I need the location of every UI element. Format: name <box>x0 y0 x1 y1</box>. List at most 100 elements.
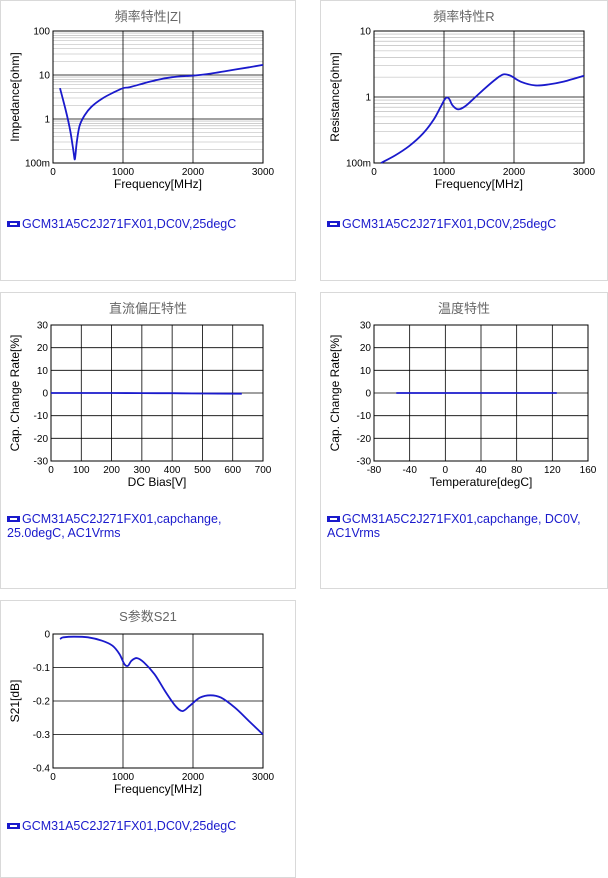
legend-label: GCM31A5C2J271FX01,DC0V,25degC <box>22 217 237 231</box>
y-tick-label: 1 <box>44 115 50 126</box>
y-tick-label: -20 <box>357 434 372 445</box>
x-tick-label: 3000 <box>573 167 596 178</box>
y-tick-label: -0.4 <box>33 764 51 775</box>
series-line <box>50 392 242 395</box>
y-tick-label: 20 <box>360 343 372 354</box>
chart-title: 温度特性 <box>437 301 490 316</box>
y-tick-label: -0.3 <box>33 730 51 741</box>
chart-legend[interactable]: GCM31A5C2J271FX01,capchange, DC0V, AC1Vr… <box>327 512 581 540</box>
y-tick-label: 0 <box>365 389 371 400</box>
legend-label: GCM31A5C2J271FX01,capchange, DC0V, <box>342 512 581 526</box>
x-tick-label: 1000 <box>112 167 135 178</box>
x-tick-label: 3000 <box>252 167 275 178</box>
y-axis-label: Resistance[ohm] <box>328 52 342 141</box>
x-tick-label: 2000 <box>182 167 205 178</box>
y-tick-label: -30 <box>357 457 372 468</box>
chart-legend[interactable]: GCM31A5C2J271FX01,DC0V,25degC <box>327 217 556 231</box>
x-tick-label: 1000 <box>433 167 456 178</box>
legend-swatch-icon <box>7 220 20 227</box>
x-tick-label: 100 <box>73 465 90 476</box>
x-axis-label: Temperature[degC] <box>430 475 533 489</box>
x-tick-label: 2000 <box>503 167 526 178</box>
y-tick-label: -0.1 <box>33 663 51 674</box>
x-tick-label: 120 <box>544 465 561 476</box>
temperature-chart: -80 -40 0 40 80 120 160 -30 -20 -10 0 10 20 30 Tempera… <box>328 321 597 490</box>
y-tick-label: 100 <box>33 27 50 38</box>
x-tick-label: 0 <box>443 465 449 476</box>
resistance-chart: 0 1000 2000 3000 100m 1 10 Frequency[MHz] Resist… <box>328 27 596 192</box>
legend-swatch-icon <box>327 515 340 522</box>
legend-swatch-icon <box>7 515 20 522</box>
chart-title: 直流偏圧特性 <box>108 301 187 316</box>
y-tick-label: 10 <box>37 366 49 377</box>
x-tick-label: 300 <box>134 465 151 476</box>
impedance-chart: 0 1000 2000 3000 100m 1 10 100 Frequency[MHz] Imp… <box>8 27 275 192</box>
x-tick-label: 0 <box>48 465 54 476</box>
chart-panel-temperature: 温度特性 -80 -40 0 40 80 120 160 -30 -20 -10 0 10 20 30 Te… <box>320 292 608 589</box>
y-tick-label: 30 <box>37 321 49 332</box>
legend-label: GCM31A5C2J271FX01,DC0V,25degC <box>342 217 557 231</box>
chart-legend[interactable]: GCM31A5C2J271FX01,capchange, 25.0degC, A… <box>7 512 221 540</box>
y-axis-label: S21[dB] <box>8 680 22 723</box>
legend-label: 25.0degC, AC1Vrms <box>7 526 121 540</box>
plot-frame <box>373 324 589 462</box>
y-tick-label: -20 <box>34 434 49 445</box>
x-tick-label: 160 <box>580 465 597 476</box>
series-line <box>380 73 585 164</box>
y-axis-label: Impedance[ohm] <box>8 52 22 141</box>
chart-panel-dc-bias: 直流偏圧特性 0 100 200 300 400 500 600 700 -30 -20 -10 0 1… <box>0 292 296 589</box>
y-tick-label: -30 <box>34 457 49 468</box>
y-tick-label: 10 <box>360 27 372 38</box>
x-tick-label: 500 <box>194 465 211 476</box>
x-axis-label: Frequency[MHz] <box>114 177 202 191</box>
plot-frame <box>52 30 264 164</box>
plot-frame <box>52 633 264 769</box>
x-tick-label: 600 <box>224 465 241 476</box>
plot-frame <box>373 30 585 164</box>
series-line <box>59 635 264 736</box>
y-tick-label: 0 <box>44 630 50 641</box>
y-tick-label: -10 <box>34 411 49 422</box>
legend-label: AC1Vrms <box>327 526 381 540</box>
legend-swatch-icon <box>7 822 20 829</box>
legend-label: GCM31A5C2J271FX01,DC0V,25degC <box>22 819 237 833</box>
y-axis-label: Cap. Change Rate[%] <box>8 335 22 452</box>
chart-panel-impedance: 頻率特性|Z| 0 1000 2000 3000 100m 1 10 100 Frequency… <box>0 0 296 281</box>
x-tick-label: 0 <box>50 167 56 178</box>
y-tick-label: 0 <box>42 389 48 400</box>
y-tick-label: 10 <box>39 71 51 82</box>
x-tick-label: 0 <box>50 772 56 783</box>
legend-swatch-icon <box>327 220 340 227</box>
y-tick-label: 100m <box>25 159 50 170</box>
s21-chart: 0 1000 2000 3000 -0.4 -0.3 -0.2 -0.1 0 Frequency[… <box>8 630 275 797</box>
y-tick-label: 1 <box>365 93 371 104</box>
chart-title: S参数S21 <box>119 609 177 624</box>
x-axis-label: Frequency[MHz] <box>435 177 523 191</box>
y-tick-label: -0.2 <box>33 697 51 708</box>
chart-legend[interactable]: GCM31A5C2J271FX01,DC0V,25degC <box>7 217 236 231</box>
x-tick-label: 0 <box>371 167 377 178</box>
y-tick-label: 10 <box>360 366 372 377</box>
chart-panel-resistance: 頻率特性R 0 1000 2000 3000 100m 1 10 Frequency[MHz]… <box>320 0 608 281</box>
x-tick-label: 200 <box>103 465 120 476</box>
chart-legend[interactable]: GCM31A5C2J271FX01,DC0V,25degC <box>7 819 236 833</box>
x-tick-label: 2000 <box>182 772 205 783</box>
chart-title: 頻率特性|Z| <box>114 9 182 24</box>
x-axis-label: Frequency[MHz] <box>114 782 202 796</box>
y-tick-label: -10 <box>357 411 372 422</box>
x-tick-label: 700 <box>255 465 272 476</box>
y-tick-label: 30 <box>360 321 372 332</box>
x-tick-label: 1000 <box>112 772 135 783</box>
x-tick-label: -80 <box>367 465 382 476</box>
chart-title: 頻率特性R <box>433 9 495 24</box>
x-tick-label: 80 <box>511 465 523 476</box>
series-line <box>59 64 264 161</box>
y-tick-label: 100m <box>346 159 371 170</box>
x-tick-label: -40 <box>402 465 417 476</box>
y-tick-label: 20 <box>37 343 49 354</box>
x-tick-label: 3000 <box>252 772 275 783</box>
x-axis-label: DC Bias[V] <box>128 475 187 489</box>
y-axis-label: Cap. Change Rate[%] <box>328 335 342 452</box>
legend-label: GCM31A5C2J271FX01,capchange, <box>22 512 222 526</box>
dc-bias-chart: 0 100 200 300 400 500 600 700 -30 -20 -10 0 10 20 30 DC… <box>8 321 272 490</box>
